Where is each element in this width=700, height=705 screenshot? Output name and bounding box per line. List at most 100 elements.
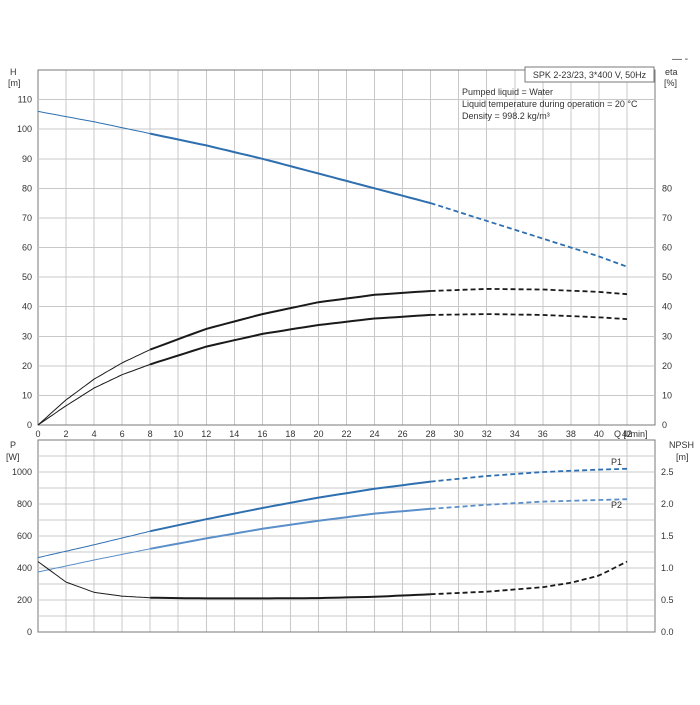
series-eta-lower <box>37 313 628 426</box>
xtick-label: 14 <box>229 429 239 439</box>
xtick-label: 12 <box>201 429 211 439</box>
series-eta-upper <box>37 287 628 426</box>
curve-operating-segment <box>149 480 431 533</box>
bottom-ylabel-left-line1: P <box>10 440 16 450</box>
curve-thin-segment <box>37 349 151 426</box>
top-ytick-left-label: 10 <box>22 390 32 400</box>
xtick-label: 38 <box>566 429 576 439</box>
xtick-label: 40 <box>594 429 604 439</box>
top-ytick-left-label: 20 <box>22 361 32 371</box>
xtick-label: 28 <box>426 429 436 439</box>
curve-thin-segment <box>37 548 151 573</box>
xtick-label: 22 <box>341 429 351 439</box>
top-ylabel-left-line1: H <box>10 67 17 77</box>
top-ytick-right-label: 60 <box>662 243 672 253</box>
bottom-ytick-right-label: 1.0 <box>661 563 674 573</box>
series-label-p2: P2 <box>611 500 622 510</box>
bottom-ylabel-right-line1: NPSH <box>669 440 694 450</box>
bottom-ytick-right-label: 2.0 <box>661 499 674 509</box>
curve-extrapolated-segment <box>430 498 628 510</box>
top-ytick-left-label: 80 <box>22 183 32 193</box>
series-h <box>37 110 628 268</box>
top-ytick-right-label: 10 <box>662 390 672 400</box>
corner-mark: — - <box>672 54 688 65</box>
bottom-ytick-left-label: 0 <box>27 627 32 637</box>
curve-thin-segment <box>37 363 151 426</box>
top-ylabel-right-line2: [%] <box>664 78 677 88</box>
curve-operating-segment <box>149 313 431 366</box>
info-box-line-1: Pumped liquid = Water <box>462 87 553 97</box>
xtick-label: 24 <box>370 429 380 439</box>
curve-operating-segment <box>150 593 431 600</box>
xtick-label: 2 <box>64 429 69 439</box>
curve-operating-segment <box>149 290 431 351</box>
xtick-label: 18 <box>285 429 295 439</box>
top-ytick-left-label: 0 <box>27 420 32 430</box>
info-box: SPK 2-23/23, 3*400 V, 50Hz Pumped liquid… <box>462 66 655 121</box>
xtick-label: 0 <box>35 429 40 439</box>
top-ytick-right-label: 80 <box>662 183 672 193</box>
bottom-ytick-left-label: 800 <box>17 499 32 509</box>
xtick-label: 16 <box>257 429 267 439</box>
bottom-ytick-right-label: 2.5 <box>661 467 674 477</box>
top-ylabel-right-line1: eta <box>665 67 678 77</box>
top-ytick-right-label: 20 <box>662 361 672 371</box>
bottom-ylabel-right-line2: [m] <box>676 452 689 462</box>
xtick-label: 6 <box>120 429 125 439</box>
curve-thin-segment <box>37 110 151 135</box>
curve-extrapolated-segment <box>430 467 628 483</box>
xlabel: Q [l/min] <box>614 429 648 439</box>
curve-extrapolated-segment <box>430 560 628 596</box>
info-box-title-frame <box>524 66 655 83</box>
xtick-label: 8 <box>148 429 153 439</box>
series-p1 <box>37 467 628 559</box>
bottom-ytick-right-label: 0.5 <box>661 595 674 605</box>
top-ytick-left-label: 90 <box>22 154 32 164</box>
xtick-label: 26 <box>398 429 408 439</box>
xtick-label: 10 <box>173 429 183 439</box>
xtick-label: 34 <box>510 429 520 439</box>
top-ytick-right-label: 0 <box>662 420 667 430</box>
top-ytick-left-label: 60 <box>22 243 32 253</box>
top-ytick-right-label: 30 <box>662 331 672 341</box>
xtick-label: 20 <box>313 429 323 439</box>
top-ytick-right-label: 70 <box>662 213 672 223</box>
xtick-label: 30 <box>454 429 464 439</box>
bottom-ytick-left-label: 600 <box>17 531 32 541</box>
top-ytick-left-label: 40 <box>22 302 32 312</box>
top-ytick-right-label: 50 <box>662 272 672 282</box>
xtick-label: 4 <box>92 429 97 439</box>
xtick-label: 42 <box>622 429 632 439</box>
info-box-title: SPK 2-23/23, 3*400 V, 50Hz <box>533 70 647 80</box>
curve-thin-segment <box>37 561 151 599</box>
curve-operating-segment <box>150 507 431 550</box>
xtick-label: 36 <box>538 429 548 439</box>
top-panel-hgrid <box>38 99 655 396</box>
series-p2 <box>37 498 628 573</box>
info-box-line-2: Liquid temperature during operation = 20… <box>462 99 638 109</box>
curve-operating-segment <box>149 132 431 205</box>
top-ytick-left-label: 70 <box>22 213 32 223</box>
bottom-ytick-left-label: 1000 <box>12 467 32 477</box>
top-ytick-left-label: 30 <box>22 331 32 341</box>
curve-extrapolated-segment <box>430 202 628 268</box>
top-ytick-left-label: 110 <box>18 95 32 105</box>
bottom-ylabel-left-line2: [W] <box>6 452 20 462</box>
series-label-p1: P1 <box>611 457 622 467</box>
top-ylabel-left-line2: [m] <box>8 78 21 88</box>
bottom-ytick-right-label: 1.5 <box>661 531 674 541</box>
info-box-line-3: Density = 998.2 kg/m³ <box>462 111 550 121</box>
curve-thin-segment <box>37 530 151 559</box>
curve-extrapolated-segment <box>430 287 628 296</box>
bottom-ytick-left-label: 200 <box>17 595 32 605</box>
xtick-label: 32 <box>482 429 492 439</box>
curve-extrapolated-segment <box>430 313 628 320</box>
bottom-panel-hgrid <box>38 455 655 617</box>
bottom-ytick-right-label: 0.0 <box>661 627 674 637</box>
top-ytick-left-label: 50 <box>22 272 32 282</box>
series-npsh <box>37 560 628 600</box>
top-ytick-right-label: 40 <box>662 302 672 312</box>
bottom-ytick-left-label: 400 <box>17 563 32 573</box>
